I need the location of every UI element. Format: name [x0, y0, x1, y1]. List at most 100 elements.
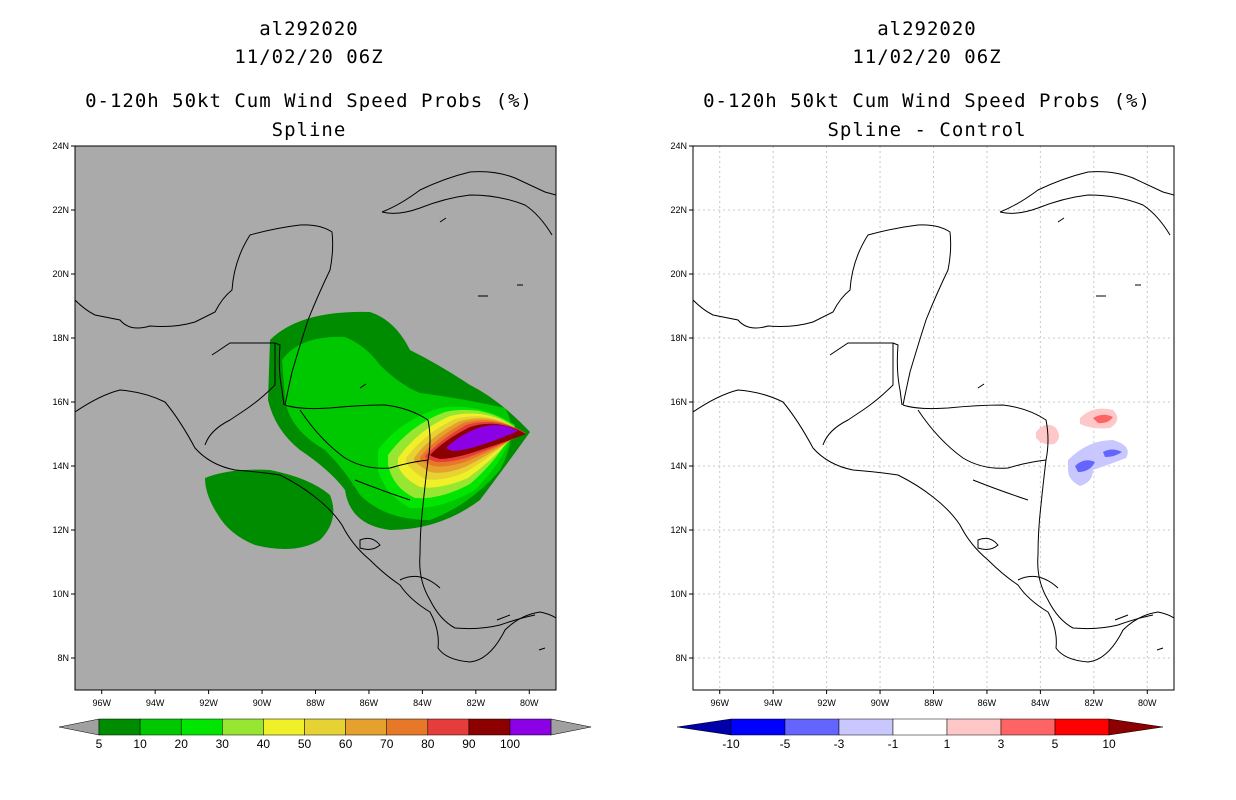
colorbar-label: 100	[500, 737, 520, 751]
colorbar-swatch	[222, 718, 264, 736]
colorbar-label: 3	[998, 737, 1005, 751]
lon-label: 88W	[924, 698, 943, 708]
coastlines	[75, 171, 556, 663]
colorbar-label: 20	[175, 737, 189, 751]
colorbar: -10 -5 -3 -1 1 3 5 10	[676, 718, 1164, 751]
lat-label: 22N	[670, 205, 687, 215]
colorbar-label: 10	[1102, 737, 1116, 751]
colorbar-label: 40	[257, 737, 271, 751]
lon-label: 86W	[978, 698, 997, 708]
colorbar-swatch	[730, 718, 786, 736]
lat-label: 20N	[670, 269, 687, 279]
lat-label: 14N	[52, 461, 69, 471]
lon-label: 88W	[306, 698, 325, 708]
plot-title: 0-120h 50kt Cum Wind Speed Probs (%)	[85, 90, 533, 112]
datetime: 11/02/20 06Z	[852, 46, 1002, 68]
colorbar-extend-low	[676, 718, 732, 736]
colorbar-swatch	[1054, 718, 1110, 736]
colorbar: 5 10 20 30 40 50 60 70 80 90 100	[58, 718, 592, 751]
plot-subtitle: Spline	[271, 119, 347, 141]
colorbar-label: 50	[298, 737, 312, 751]
lon-axis: 96W 94W 92W 90W 88W 86W 84W 82W 80W	[92, 690, 539, 708]
lon-label: 94W	[764, 698, 783, 708]
colorbar-swatch	[468, 718, 511, 736]
lon-label: 80W	[520, 698, 539, 708]
lat-label: 24N	[52, 141, 69, 151]
lon-label: 90W	[871, 698, 890, 708]
lat-label: 8N	[57, 653, 69, 663]
lat-axis: 24N 22N 20N 18N 16N 14N 12N 10N 8N	[670, 141, 693, 663]
lat-label: 16N	[52, 397, 69, 407]
datetime: 11/02/20 06Z	[234, 46, 384, 68]
lon-label: 86W	[360, 698, 379, 708]
colorbar-label: 90	[462, 737, 476, 751]
difference-contours	[1036, 408, 1128, 486]
colorbar-label: -5	[780, 737, 791, 751]
lon-label: 82W	[467, 698, 486, 708]
lon-label: 82W	[1085, 698, 1104, 708]
colorbar-extend-low	[58, 718, 100, 736]
colorbar-label: 5	[96, 737, 103, 751]
colorbar-swatch	[838, 718, 894, 736]
lat-label: 12N	[52, 525, 69, 535]
lat-label: 12N	[670, 525, 687, 535]
colorbar-label: 70	[380, 737, 394, 751]
colorbar-swatch	[386, 718, 429, 736]
colorbar-swatch	[784, 718, 840, 736]
colorbar-swatch	[1000, 718, 1056, 736]
colorbar-label: 10	[133, 737, 147, 751]
lat-label: 8N	[675, 653, 687, 663]
colorbar-swatch	[263, 718, 305, 736]
colorbar-swatch	[509, 718, 552, 736]
right-panel: al292020 11/02/20 06Z 0-120h 50kt Cum Wi…	[618, 0, 1236, 800]
lon-label: 96W	[710, 698, 729, 708]
lon-axis: 96W 94W 92W 90W 88W 86W 84W 82W 80W	[710, 690, 1157, 708]
colorbar-extend-high	[550, 718, 592, 736]
lon-label: 90W	[253, 698, 272, 708]
colorbar-label: 30	[216, 737, 230, 751]
colorbar-swatch	[139, 718, 182, 736]
colorbar-swatch	[345, 718, 387, 736]
plot-subtitle: Spline - Control	[827, 119, 1027, 141]
left-map: 24N 22N 20N 18N 16N 14N 12N 10N 8N 96W 94W 92W 90W 8…	[52, 141, 592, 751]
plot-title: 0-120h 50kt Cum Wind Speed Probs (%)	[703, 90, 1151, 112]
lat-label: 24N	[670, 141, 687, 151]
colorbar-swatch	[946, 718, 1002, 736]
lat-label: 14N	[670, 461, 687, 471]
probability-contours	[205, 311, 530, 549]
lat-label: 18N	[670, 333, 687, 343]
colorbar-label: -1	[888, 737, 899, 751]
coastlines	[693, 171, 1174, 663]
colorbar-swatch	[304, 718, 346, 736]
lat-axis: 24N 22N 20N 18N 16N 14N 12N 10N 8N	[52, 141, 75, 663]
left-panel: al292020 11/02/20 06Z 0-120h 50kt Cum Wi…	[52, 18, 592, 751]
storm-id: al292020	[259, 18, 359, 40]
colorbar-label: 60	[339, 737, 353, 751]
lon-label: 96W	[92, 698, 111, 708]
lon-label: 84W	[1031, 698, 1050, 708]
gridlines	[693, 145, 1174, 690]
colorbar-label: 5	[1052, 737, 1059, 751]
lat-label: 20N	[52, 269, 69, 279]
lon-label: 92W	[199, 698, 218, 708]
colorbar-swatch	[98, 718, 141, 736]
lon-label: 92W	[817, 698, 836, 708]
storm-id: al292020	[877, 18, 977, 40]
colorbar-label: 80	[421, 737, 435, 751]
lon-label: 80W	[1138, 698, 1157, 708]
lon-label: 84W	[413, 698, 432, 708]
lat-label: 18N	[52, 333, 69, 343]
colorbar-swatch	[180, 718, 223, 736]
lon-label: 94W	[146, 698, 165, 708]
right-map: 24N 22N 20N 18N 16N 14N 12N 10N 8N 96W 94W 92W 90W 8…	[670, 141, 1175, 751]
colorbar-extend-high	[1108, 718, 1164, 736]
colorbar-label: -3	[834, 737, 845, 751]
lat-label: 10N	[670, 589, 687, 599]
colorbar-swatch	[892, 718, 948, 736]
colorbar-label: 1	[944, 737, 951, 751]
colorbar-swatch	[427, 718, 470, 736]
colorbar-label: -10	[722, 737, 740, 751]
lat-label: 10N	[52, 589, 69, 599]
lat-label: 22N	[52, 205, 69, 215]
lat-label: 16N	[670, 397, 687, 407]
